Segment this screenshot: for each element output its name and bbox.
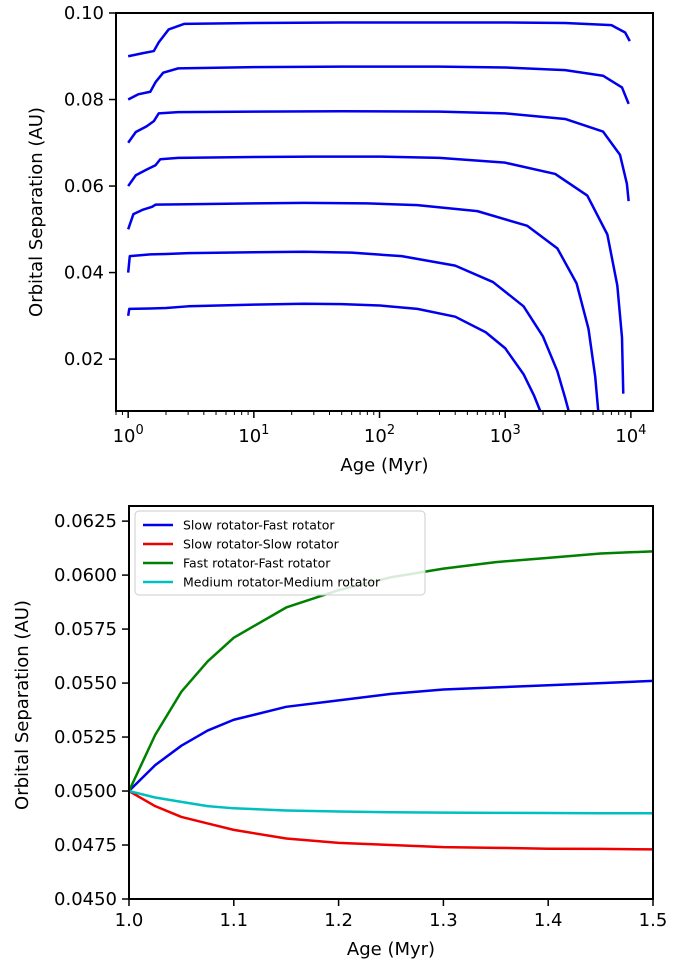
top-x-tick-label: 100 bbox=[113, 423, 144, 447]
bottom-y-axis-label: Orbital Separation (AU) bbox=[12, 600, 33, 810]
bottom-y-tick-label: 0.0475 bbox=[54, 835, 117, 856]
top-y-tick-label: 0.08 bbox=[64, 90, 104, 111]
bottom-x-tick-label: 1.2 bbox=[324, 910, 353, 931]
bottom-y-tick-label: 0.0550 bbox=[54, 673, 117, 694]
top-y-tick-label: 0.06 bbox=[64, 176, 104, 197]
top-y-tick-label: 0.10 bbox=[64, 3, 104, 24]
bottom-plot-frame bbox=[128, 505, 654, 900]
bottom-x-tick-label: 1.0 bbox=[115, 910, 144, 931]
bottom-x-tick-label: 1.5 bbox=[639, 910, 668, 931]
bottom-x-tick-label: 1.3 bbox=[429, 910, 458, 931]
top-y-tick-label: 0.04 bbox=[64, 263, 104, 284]
bottom-x-tick-label: 1.1 bbox=[219, 910, 248, 931]
legend-entry-label: Medium rotator-Medium rotator bbox=[183, 575, 381, 590]
bottom-x-axis-label: Age (Myr) bbox=[347, 939, 435, 960]
top-series-line-7 bbox=[127, 21, 631, 58]
top-x-tick-label: 101 bbox=[238, 423, 269, 447]
bottom-y-tick-label: 0.0500 bbox=[54, 781, 117, 802]
bottom-series-line-4 bbox=[128, 789, 653, 815]
legend-entry-label: Fast rotator-Fast rotator bbox=[183, 556, 331, 571]
bottom-y-tick-label: 0.0625 bbox=[54, 511, 117, 532]
top-x-axis-label: Age (Myr) bbox=[340, 455, 428, 476]
top-series-line-2 bbox=[126, 250, 570, 412]
bottom-orbital-separation-chart: 1.0 1.1 1.2 1.3 1.4 1.5 0.0450 0.0475 0.0500 0.0… bbox=[12, 505, 668, 960]
bottom-y-tick-label: 0.0600 bbox=[54, 565, 117, 586]
top-x-tick-label: 102 bbox=[364, 423, 395, 447]
top-series-line-5 bbox=[127, 109, 630, 202]
legend: Slow rotator-Fast rotator Slow rotator-Sl… bbox=[134, 510, 426, 596]
bottom-x-tick-label: 1.4 bbox=[534, 910, 563, 931]
legend-entry-label: Slow rotator-Fast rotator bbox=[183, 518, 335, 533]
top-series-line-1 bbox=[126, 302, 542, 412]
top-series-line-4 bbox=[127, 155, 625, 394]
top-series-line-6 bbox=[127, 65, 630, 105]
bottom-y-tick-label: 0.0450 bbox=[54, 889, 117, 910]
top-orbital-separation-chart: 100 101 102 103 104 0.02 0.04 0.06 0.08 0.10 Age… bbox=[26, 3, 654, 476]
bottom-y-tick-label: 0.0575 bbox=[54, 619, 117, 640]
legend-box bbox=[134, 510, 426, 596]
bottom-series-line-1 bbox=[128, 679, 654, 792]
top-x-tick-label: 104 bbox=[615, 423, 646, 447]
bottom-series-line-2 bbox=[128, 789, 654, 851]
top-y-tick-label: 0.02 bbox=[64, 349, 104, 370]
top-y-axis-label: Orbital Separation (AU) bbox=[26, 107, 47, 317]
bottom-y-tick-label: 0.0525 bbox=[54, 727, 117, 748]
legend-entry-label: Slow rotator-Slow rotator bbox=[183, 537, 340, 552]
top-plot-frame bbox=[115, 12, 654, 412]
top-x-tick-label: 103 bbox=[490, 423, 521, 447]
top-series-line-3 bbox=[126, 201, 600, 412]
